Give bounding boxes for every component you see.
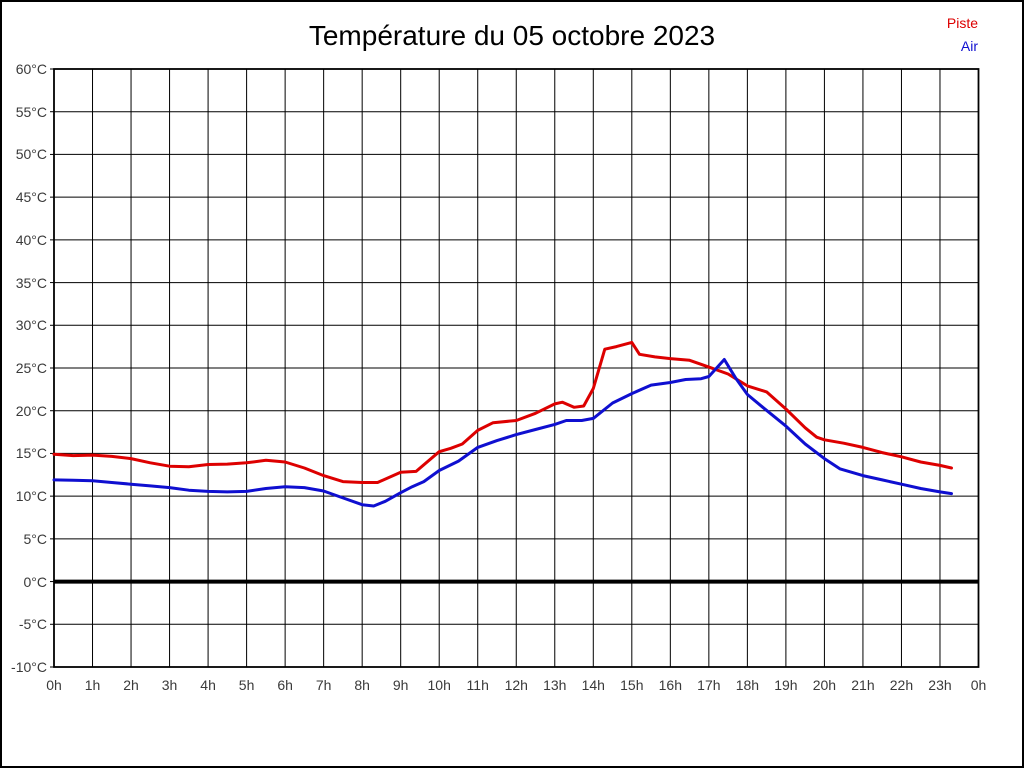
x-tick-label: 14h xyxy=(581,677,605,693)
x-tick-label: 21h xyxy=(851,677,875,693)
y-tick-label: 20°C xyxy=(15,402,47,419)
x-tick-label: 20h xyxy=(812,677,837,693)
y-tick-label: 60°C xyxy=(15,61,47,77)
x-tick-label: 18h xyxy=(735,677,760,693)
y-tick-label: -5°C xyxy=(18,616,47,633)
y-tick-label: 45°C xyxy=(15,189,47,206)
x-tick-label: 1h xyxy=(84,677,101,693)
x-tick-label: 13h xyxy=(543,677,567,693)
y-tick-label: 5°C xyxy=(23,530,48,547)
x-tick-label: 15h xyxy=(620,677,644,693)
y-tick-label: 15°C xyxy=(15,445,47,462)
chart-title: Température du 05 octobre 2023 xyxy=(308,20,716,51)
x-tick-label: 5h xyxy=(238,677,255,693)
x-tick-label: 0h xyxy=(46,677,62,693)
x-tick-label: 22h xyxy=(889,677,914,693)
series-air-line xyxy=(52,358,953,508)
x-tick-label: 2h xyxy=(123,677,139,693)
legend-item-piste: Piste xyxy=(946,15,978,31)
plot-border xyxy=(53,68,980,668)
x-tick-label: 10h xyxy=(427,677,451,693)
y-tick-label: -10°C xyxy=(11,659,47,675)
x-tick-label: 7h xyxy=(315,677,332,693)
y-tick-label: 55°C xyxy=(15,103,47,120)
x-tick-label: 8h xyxy=(354,677,370,693)
y-tick-label: 35°C xyxy=(15,274,47,291)
y-tick-label: 50°C xyxy=(15,146,47,163)
y-tick-label: 40°C xyxy=(15,231,47,248)
x-tick-label: 16h xyxy=(658,677,682,693)
x-tick-label: 12h xyxy=(504,677,528,693)
x-tick-label: 6h xyxy=(277,677,293,693)
legend: Piste Air xyxy=(898,12,978,58)
x-tick-label: 17h xyxy=(697,677,721,693)
x-tick-label: 23h xyxy=(928,677,952,693)
series-piste-line xyxy=(52,340,953,484)
x-tick-label: 9h xyxy=(392,677,409,693)
y-tick-label: 30°C xyxy=(15,317,47,334)
x-tick-label: 4h xyxy=(200,677,216,693)
x-tick-label: 11h xyxy=(466,677,489,693)
legend-item-air: Air xyxy=(960,38,978,54)
y-tick-label: 10°C xyxy=(15,488,47,505)
y-tick-label: 0°C xyxy=(23,573,48,590)
x-tick-label: 19h xyxy=(774,677,798,693)
x-tick-label: 0h xyxy=(970,677,987,693)
x-tick-label: 3h xyxy=(161,677,178,693)
y-tick-label: 25°C xyxy=(15,360,47,376)
